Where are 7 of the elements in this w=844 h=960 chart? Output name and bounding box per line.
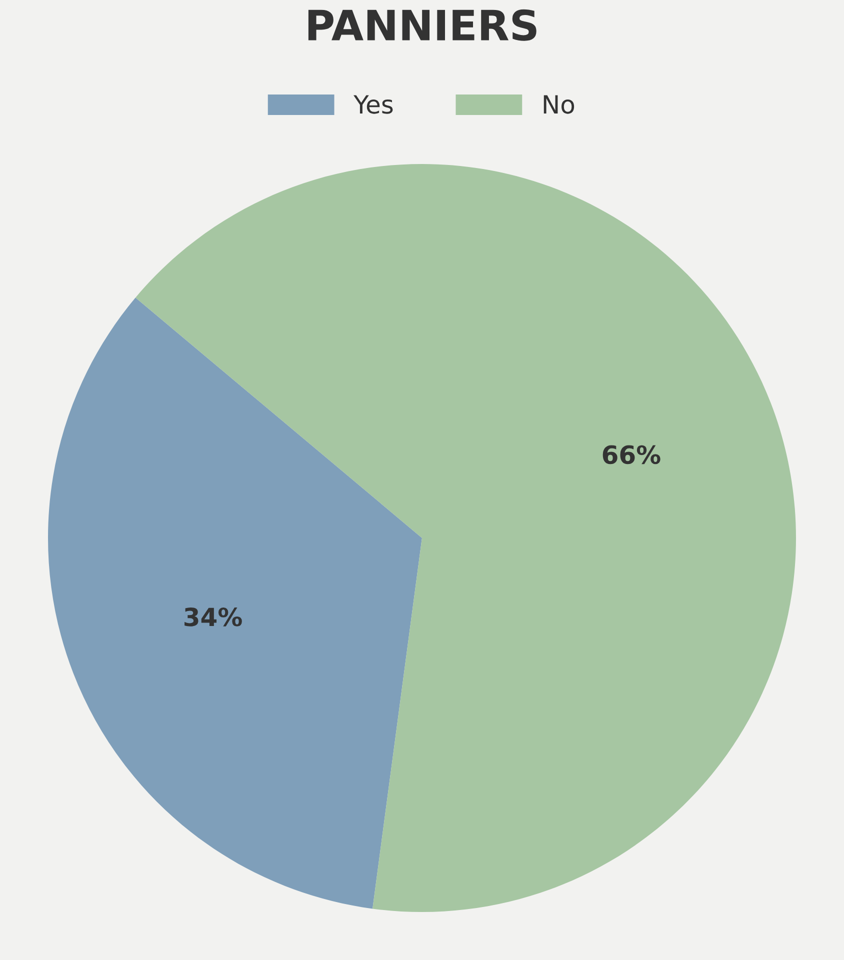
- data-label: 34%: [184, 607, 242, 626]
- data-label: 66%: [602, 445, 660, 464]
- pie-slice: [136, 164, 796, 912]
- legend-label: Yes: [354, 95, 393, 114]
- chart-title: PANNIERS: [308, 9, 536, 41]
- pie-slice: [48, 298, 422, 909]
- legend-label: No: [544, 95, 574, 114]
